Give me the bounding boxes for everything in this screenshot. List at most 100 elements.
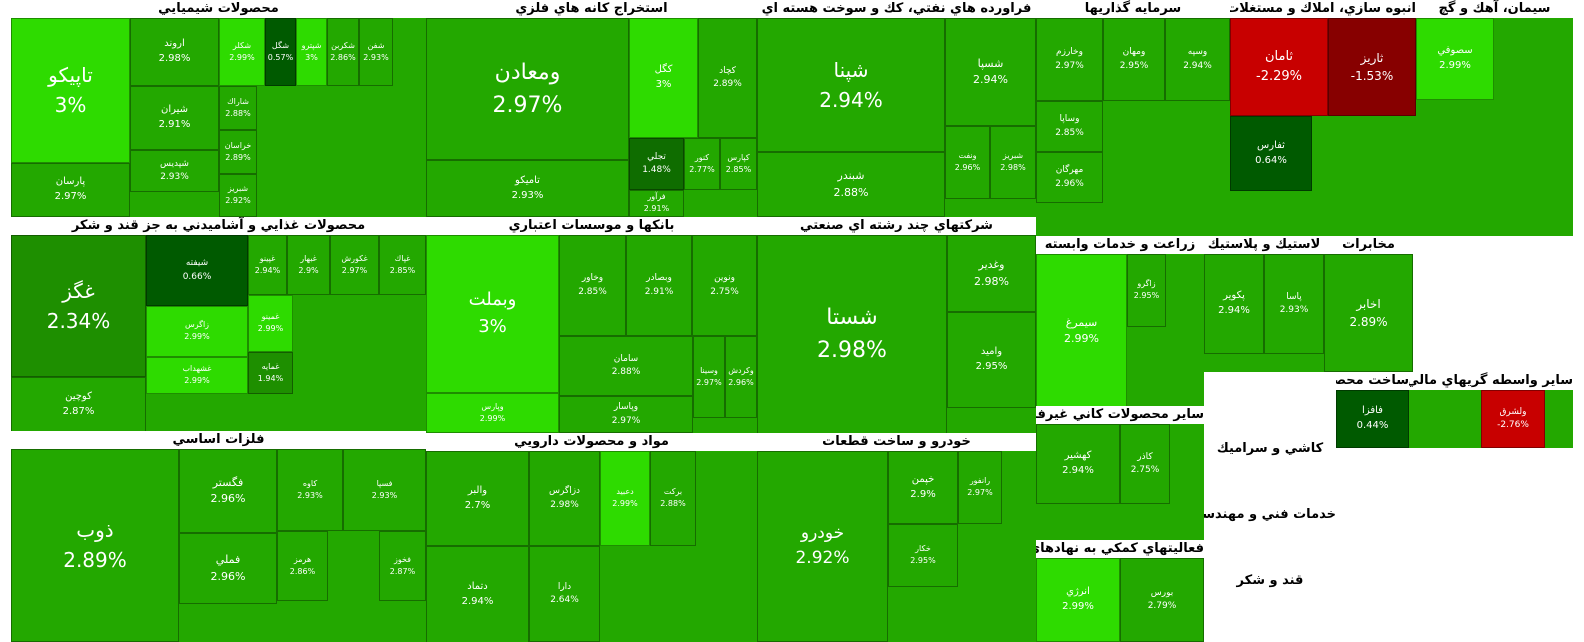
tile-5-2[interactable]: ثاريز -1.53%: [1328, 18, 1416, 116]
tile-change: 2.88%: [833, 185, 869, 199]
tile-17-1[interactable]: فافزا 0.44%: [1336, 390, 1409, 448]
tile-8-3[interactable]: وخاور 2.85%: [559, 235, 626, 336]
tile-15-4[interactable]: خكار 2.95%: [888, 524, 958, 587]
tile-2-2[interactable]: تاميكو 2.93%: [426, 160, 629, 217]
tile-7-4[interactable]: غپينو 2.94%: [248, 235, 287, 295]
tile-2-3[interactable]: كگل 3%: [629, 18, 698, 138]
tile-7-7[interactable]: غپاك 2.85%: [379, 235, 426, 295]
tile-4-1[interactable]: وخارزم 2.97%: [1036, 18, 1103, 101]
sector-body: پكوير 2.94% پاسا 2.93%: [1204, 254, 1324, 372]
tile-3-3[interactable]: شسپا 2.94%: [945, 18, 1036, 126]
tile-13-6[interactable]: فخوز 2.87%: [379, 531, 426, 601]
tile-14-2[interactable]: دزاگرس 2.98%: [529, 451, 600, 546]
tile-19-2[interactable]: بورس 2.79%: [1120, 558, 1204, 642]
tile-14-1[interactable]: والبر 2.7%: [426, 451, 529, 546]
tile-7-10[interactable]: غشهداب 2.99%: [146, 357, 248, 394]
tile-7-2[interactable]: كوچين 2.87%: [11, 377, 146, 431]
tile-14-3[interactable]: دعبيد 2.99%: [600, 451, 650, 546]
tile-16-1[interactable]: كهشير 2.94%: [1036, 424, 1120, 504]
tile-symbol: خودرو: [800, 522, 845, 543]
tile-9-3[interactable]: واميد 2.95%: [947, 312, 1036, 408]
tile-3-5[interactable]: شبريز 2.98%: [990, 126, 1036, 199]
tile-15-2[interactable]: خپمن 2.9%: [888, 451, 958, 524]
tile-1-4[interactable]: شيران 2.91%: [130, 86, 219, 150]
tile-11-2[interactable]: پاسا 2.93%: [1264, 254, 1324, 354]
tile-1-6[interactable]: شكلر 2.99%: [219, 18, 265, 86]
sector-title: ساير محصولات كاني غيرفلزي: [1036, 406, 1204, 425]
tile-18-1[interactable]: ولشرق -2.76%: [1481, 390, 1545, 448]
tile-13-2[interactable]: فگستر 2.96%: [179, 449, 277, 533]
tile-1-11[interactable]: شاراك 2.88%: [219, 86, 257, 130]
tile-9-1[interactable]: شستا 2.98%: [757, 235, 947, 433]
tile-7-5[interactable]: غبهار 2.9%: [287, 235, 330, 295]
tile-2-6[interactable]: كنور 2.77%: [684, 138, 720, 190]
tile-7-11[interactable]: غمايه 1.94%: [248, 352, 293, 394]
tile-14-4[interactable]: دتماد 2.94%: [426, 546, 529, 642]
tile-2-7[interactable]: كپارس 2.85%: [720, 138, 757, 190]
tile-1-2[interactable]: پارسان 2.97%: [11, 163, 130, 217]
tile-16-2[interactable]: كاذر 2.75%: [1120, 424, 1170, 504]
sector-8: بانكها و موسسات اعتباري وبملت 3% وپارس 2.99%…: [426, 217, 757, 433]
tile-7-8[interactable]: زاگرس 2.99%: [146, 306, 248, 357]
tile-10-2[interactable]: زاگرو 2.95%: [1127, 254, 1166, 327]
tile-1-8[interactable]: شپترو 3%: [296, 18, 327, 86]
tile-7-9[interactable]: غمينو 2.99%: [248, 295, 293, 352]
tile-1-9[interactable]: شكربن 2.86%: [327, 18, 359, 86]
tile-2-8[interactable]: فرآور 2.91%: [629, 190, 684, 217]
tile-change: 2.75%: [1130, 465, 1160, 476]
tile-change: 2.96%: [728, 377, 754, 387]
tile-15-1[interactable]: خودرو 2.92%: [757, 451, 888, 642]
tile-1-1[interactable]: تاپيكو 3%: [11, 18, 130, 163]
tile-1-3[interactable]: اروند 2.98%: [130, 18, 219, 86]
tile-15-3[interactable]: رانفور 2.97%: [958, 451, 1002, 524]
tile-14-6[interactable]: بركت 2.88%: [650, 451, 696, 546]
tile-4-5[interactable]: مهرگان 2.96%: [1036, 152, 1103, 203]
tile-8-6[interactable]: سامان 2.88%: [559, 336, 693, 396]
tile-5-3[interactable]: ثفارس 0.64%: [1230, 116, 1312, 191]
tile-4-4[interactable]: وساپا 2.85%: [1036, 101, 1103, 152]
tile-1-7[interactable]: شگل 0.57%: [265, 18, 296, 86]
tile-12-1[interactable]: اخابر 2.89%: [1324, 254, 1413, 372]
tile-9-2[interactable]: وغدير 2.98%: [947, 235, 1036, 312]
tile-change: 2.96%: [954, 163, 981, 173]
tile-14-5[interactable]: دارا 2.64%: [529, 546, 600, 642]
tile-13-7[interactable]: هرمز 2.86%: [277, 531, 328, 601]
tile-3-1[interactable]: شپنا 2.94%: [757, 18, 945, 152]
tile-7-1[interactable]: غگز 2.34%: [11, 235, 146, 377]
tile-6-1[interactable]: سصوفي 2.99%: [1416, 18, 1494, 100]
tile-1-5[interactable]: شپديس 2.93%: [130, 150, 219, 192]
tile-13-5[interactable]: فسپا 2.93%: [343, 449, 426, 531]
tile-8-1[interactable]: وبملت 3%: [426, 235, 559, 393]
tile-11-1[interactable]: پكوير 2.94%: [1204, 254, 1264, 354]
tile-5-1[interactable]: ثامان -2.29%: [1230, 18, 1328, 116]
tile-4-2[interactable]: ومهان 2.95%: [1103, 18, 1165, 101]
sector-body: ولشرق -2.76%: [1409, 390, 1573, 448]
tile-1-10[interactable]: شفن 2.93%: [359, 18, 393, 86]
tile-change: 2.89%: [63, 548, 127, 572]
sector-body: تاپيكو 3% پارسان 2.97% اروند 2.98% شيران 2.91% ش…: [11, 18, 426, 217]
tile-2-5[interactable]: تجلي 1.48%: [629, 138, 684, 190]
tile-2-1[interactable]: ومعادن 2.97%: [426, 18, 629, 160]
tile-13-3[interactable]: فملي 2.96%: [179, 533, 277, 604]
tile-8-8[interactable]: وكردش 2.96%: [725, 336, 757, 418]
tile-8-7[interactable]: وسينا 2.97%: [693, 336, 725, 418]
sector-body: اخابر 2.89%: [1324, 254, 1413, 372]
tile-8-2[interactable]: وپارس 2.99%: [426, 393, 559, 433]
tile-1-13[interactable]: شبريز 2.92%: [219, 174, 257, 217]
tile-8-4[interactable]: وبصادر 2.91%: [626, 235, 692, 336]
tile-13-1[interactable]: ذوب 2.89%: [11, 449, 179, 642]
tile-13-4[interactable]: كاوه 2.93%: [277, 449, 343, 531]
tile-3-4[interactable]: ونفت 2.96%: [945, 126, 990, 199]
tile-4-3[interactable]: وسپه 2.94%: [1165, 18, 1230, 101]
tile-19-1[interactable]: انرژي 2.99%: [1036, 558, 1120, 642]
tile-7-3[interactable]: شيفته 0.66%: [146, 235, 248, 306]
tile-10-1[interactable]: سيمرغ 2.99%: [1036, 254, 1127, 406]
tile-7-6[interactable]: غكورش 2.97%: [330, 235, 379, 295]
tile-1-12[interactable]: خراسان 2.89%: [219, 130, 257, 174]
tile-3-2[interactable]: شبندر 2.88%: [757, 152, 945, 217]
tile-8-9[interactable]: وپاسار 2.97%: [559, 396, 693, 433]
tile-2-4[interactable]: كچاد 2.89%: [698, 18, 757, 138]
tile-8-5[interactable]: ونوين 2.75%: [692, 235, 757, 336]
tile-symbol: ثفارس: [1257, 139, 1285, 151]
